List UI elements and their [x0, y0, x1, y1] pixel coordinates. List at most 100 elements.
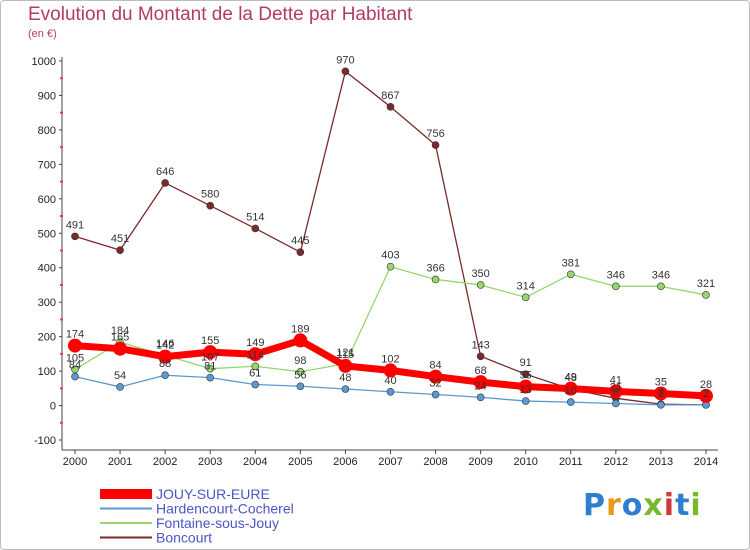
y-tick-label: 200	[38, 332, 56, 344]
x-tick-label: 2008	[423, 456, 447, 468]
data-label: 867	[381, 90, 399, 102]
x-tick-label: 2005	[288, 456, 312, 468]
data-label: 4	[658, 387, 664, 399]
y-tick-label: 500	[38, 228, 56, 240]
data-label: 2	[703, 388, 709, 400]
data-point	[113, 341, 128, 356]
data-label: 403	[381, 250, 399, 262]
data-label: 49	[565, 372, 577, 384]
chart-unit: (en €)	[28, 28, 57, 40]
legend-label: Hardencourt-Cocherel	[156, 501, 294, 517]
data-label: 48	[565, 372, 577, 384]
data-point	[521, 293, 530, 302]
data-point	[206, 373, 215, 382]
x-tick-label: 2004	[243, 456, 267, 468]
data-label: 115	[337, 349, 355, 361]
data-point	[386, 262, 395, 271]
data-point	[161, 371, 169, 380]
data-label: 48	[339, 372, 351, 384]
data-label: 580	[201, 189, 219, 201]
x-tick-label: 2010	[513, 456, 537, 468]
data-point	[386, 387, 395, 396]
data-label: 143	[471, 339, 489, 351]
data-label: 84	[69, 360, 81, 372]
data-point	[428, 369, 443, 384]
chart-title: Evolution du Montant de la Dette par Hab…	[28, 4, 413, 25]
data-label: 24	[475, 380, 487, 392]
data-label: 10	[565, 385, 577, 397]
data-point	[563, 381, 578, 396]
x-tick-label: 2014	[694, 456, 718, 468]
data-label: 21	[610, 381, 622, 393]
series-2	[71, 262, 710, 376]
data-point	[71, 372, 79, 381]
data-point	[566, 398, 575, 406]
data-label: 54	[114, 370, 126, 382]
data-point	[431, 141, 440, 149]
data-label: 28	[700, 379, 712, 391]
data-point	[68, 338, 82, 353]
data-label: 321	[697, 278, 715, 290]
data-point	[296, 248, 305, 257]
data-label: 35	[655, 376, 667, 388]
data-point	[476, 393, 485, 402]
axes: -100 0 100 200 300 400 500 600 700 800 900 1000 2000…	[32, 56, 719, 468]
data-point	[476, 352, 485, 361]
legend-label: JOUY-SUR-EURE	[156, 486, 270, 502]
data-point	[431, 390, 440, 399]
data-label: 84	[429, 360, 441, 372]
data-label: 514	[246, 211, 264, 223]
data-label: 2	[703, 388, 709, 400]
data-point	[71, 232, 79, 241]
legend-item-0: JOUY-SUR-EURE	[100, 486, 270, 502]
data-label: 121	[336, 347, 354, 359]
y-tick-label: 100	[38, 366, 56, 378]
data-point	[116, 383, 124, 391]
data-label: 445	[291, 235, 309, 247]
data-point	[608, 384, 623, 399]
data-label: 105	[66, 352, 84, 364]
data-point	[296, 382, 305, 391]
data-point	[206, 364, 215, 373]
legend-item-2: Fontaine-sous-Jouy	[100, 515, 279, 531]
data-label: 91	[520, 357, 532, 369]
data-label: 184	[111, 325, 129, 337]
data-point	[386, 103, 395, 111]
data-label: 2	[658, 388, 664, 400]
data-label: 381	[562, 257, 580, 269]
x-tick-label: 2003	[198, 456, 222, 468]
y-tick-label: 900	[38, 90, 56, 102]
data-point	[612, 282, 620, 291]
x-tick-label: 2013	[649, 456, 673, 468]
data-label: 346	[607, 269, 625, 281]
data-label: 6	[613, 386, 619, 398]
data-point	[566, 270, 575, 279]
y-tick-label: 600	[38, 194, 56, 206]
data-point	[698, 388, 713, 403]
data-point	[161, 179, 169, 187]
x-tick-label: 2007	[378, 456, 402, 468]
data-point	[293, 333, 308, 348]
data-label: 98	[294, 355, 306, 367]
legend-label: Boncourt	[156, 530, 212, 546]
data-label: 366	[426, 262, 444, 274]
data-label: 81	[204, 361, 216, 373]
data-label: 646	[156, 166, 174, 178]
data-label: 350	[471, 268, 489, 280]
legend-item-1: Hardencourt-Cocherel	[100, 501, 294, 517]
data-point	[158, 349, 173, 364]
data-label: 68	[475, 365, 487, 377]
x-tick-label: 2000	[63, 456, 87, 468]
data-label: 346	[652, 269, 670, 281]
data-label: 142	[156, 340, 174, 352]
data-label: 189	[291, 323, 309, 335]
data-label: 55	[520, 370, 532, 382]
x-tick-label: 2002	[153, 456, 177, 468]
data-label: 107	[201, 352, 219, 364]
legend-item-3: Boncourt	[100, 530, 212, 546]
data-point	[251, 362, 260, 371]
legend-label: Fontaine-sous-Jouy	[156, 515, 279, 531]
